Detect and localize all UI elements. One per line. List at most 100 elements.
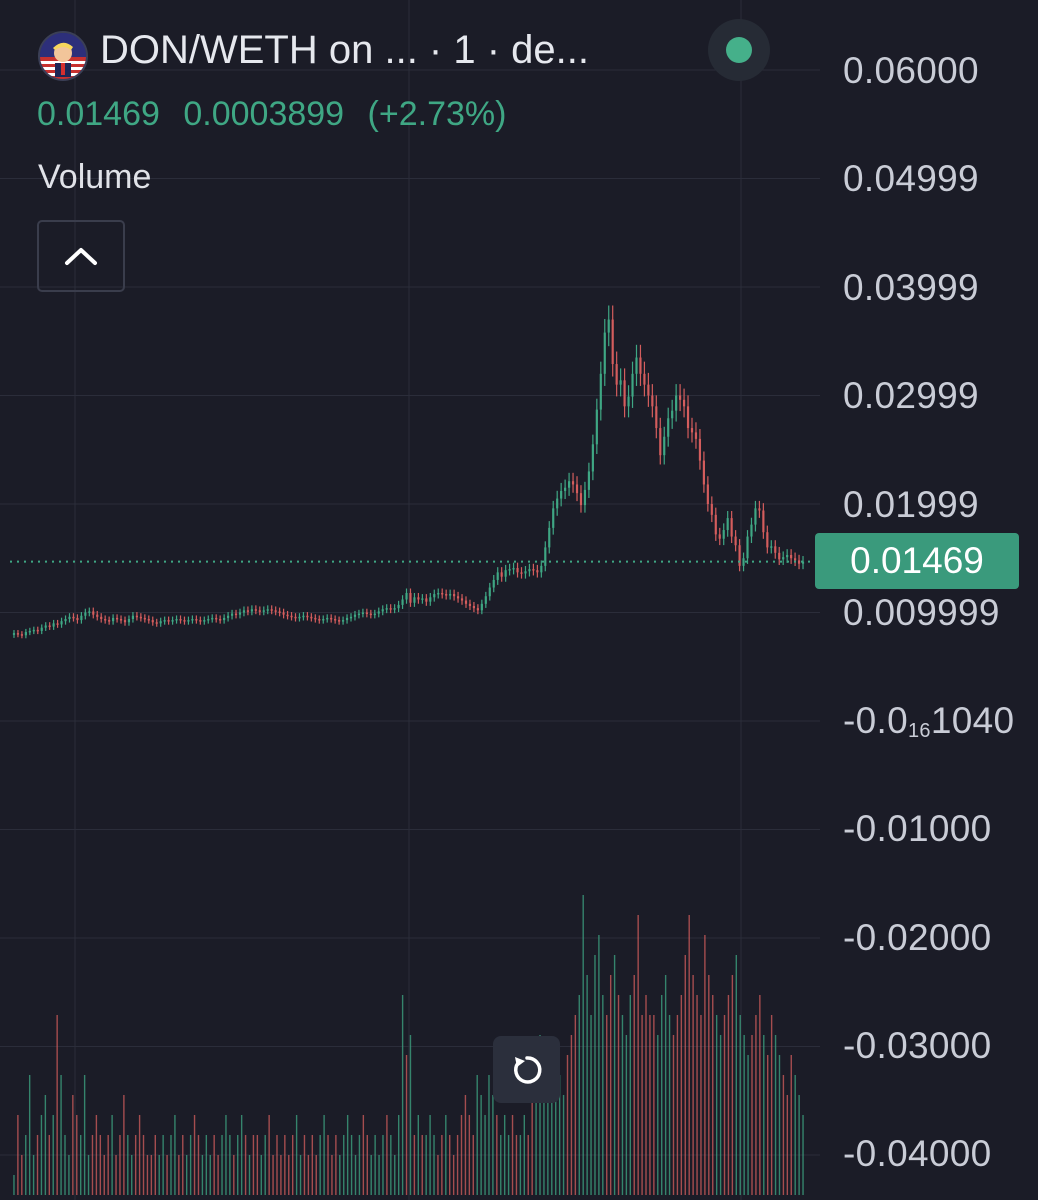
symbol-title[interactable]: DON/WETH on ... · 1 · de... xyxy=(100,28,589,72)
candle-body xyxy=(119,619,123,621)
candle-body xyxy=(710,504,713,515)
candle-body xyxy=(48,625,51,628)
candle-body xyxy=(671,410,674,419)
collapse-indicators-button[interactable] xyxy=(37,220,125,292)
tiny-prefix: -0.0 xyxy=(843,700,908,741)
candle-body xyxy=(254,609,257,611)
candle-body xyxy=(147,619,150,621)
candle-body xyxy=(32,629,35,632)
candle-body xyxy=(219,619,222,621)
candle-body xyxy=(123,620,127,623)
candle-body xyxy=(782,557,785,560)
candle-body xyxy=(508,569,511,571)
candle-body xyxy=(766,532,769,548)
candle-body xyxy=(468,603,472,606)
candle-body xyxy=(714,514,717,535)
candle-body xyxy=(623,380,626,407)
candle-body xyxy=(615,364,618,385)
candle-body xyxy=(131,615,135,620)
candle-body xyxy=(28,630,31,633)
candle-body xyxy=(706,484,709,504)
candle-body xyxy=(349,616,353,619)
candle-body xyxy=(575,484,579,494)
candle-body xyxy=(449,594,452,596)
candle-body xyxy=(548,527,551,548)
reset-chart-button[interactable] xyxy=(493,1036,560,1103)
candle-body xyxy=(68,616,71,620)
candle-body xyxy=(659,428,662,456)
candle-body xyxy=(441,592,444,595)
candle-body xyxy=(187,620,190,622)
candle-body xyxy=(718,534,721,539)
candle-body xyxy=(726,518,729,531)
candle-body xyxy=(651,395,654,407)
candle-body xyxy=(686,406,690,429)
axis-label: 0.009999 xyxy=(843,592,1000,633)
candle-body xyxy=(679,395,682,400)
candle-body xyxy=(377,611,380,614)
candle-body xyxy=(797,560,801,564)
candle-body xyxy=(108,620,111,622)
volume-indicator-label[interactable]: Volume xyxy=(38,158,152,196)
tiny-subscript: 16 xyxy=(907,720,931,742)
candle-body xyxy=(421,598,424,600)
candle-body xyxy=(330,617,333,620)
candle-body xyxy=(682,399,686,407)
candle-body xyxy=(207,619,210,621)
axis-label: -0.01000 xyxy=(843,808,992,849)
candle-body xyxy=(694,432,698,439)
axis-label: 0.01999 xyxy=(843,484,979,525)
candle-body xyxy=(472,605,476,609)
candle-body xyxy=(560,490,563,499)
chevron-up-icon xyxy=(65,248,97,265)
market-status-indicator[interactable] xyxy=(708,19,770,81)
candle-body xyxy=(801,561,805,564)
candle-body xyxy=(234,613,238,616)
candle-body xyxy=(528,569,531,572)
candle-body xyxy=(460,598,464,601)
candle-body xyxy=(104,619,107,621)
candle-body xyxy=(742,558,745,566)
candle-body xyxy=(72,616,75,619)
price-change: 0.0003899 xyxy=(183,95,345,133)
candle-body xyxy=(341,620,345,622)
candle-body xyxy=(393,608,396,610)
candle-body xyxy=(790,554,793,559)
candle-body xyxy=(361,612,364,614)
candle-body xyxy=(179,619,182,621)
candle-body xyxy=(155,622,158,624)
axis-label: 0.02999 xyxy=(843,375,979,416)
candle-body xyxy=(139,616,142,619)
candle-body xyxy=(215,617,218,620)
candle-body xyxy=(619,380,622,385)
candle-body xyxy=(115,617,119,620)
candle-body xyxy=(365,612,368,614)
candle-body xyxy=(127,619,131,623)
candle-body xyxy=(429,597,432,602)
candle-body xyxy=(587,471,590,490)
candle-body xyxy=(500,572,503,577)
candle-body xyxy=(453,594,456,597)
candle-body xyxy=(389,608,392,610)
candle-body xyxy=(159,621,162,624)
candle-body xyxy=(381,609,384,612)
candle-body xyxy=(413,597,416,603)
candle-body xyxy=(322,619,325,621)
candle-body xyxy=(357,613,361,616)
candle-body xyxy=(746,536,749,559)
candle-body xyxy=(286,614,289,617)
candle-body xyxy=(437,592,440,595)
candle-body xyxy=(171,620,174,622)
candle-body xyxy=(80,615,83,621)
candle-body xyxy=(643,373,646,385)
axis-label: -0.02000 xyxy=(843,917,992,958)
candle-body xyxy=(456,596,460,599)
candle-body xyxy=(397,604,400,609)
candle-body xyxy=(571,481,575,485)
current-price-tag: 0.01469 xyxy=(815,533,1019,589)
candle-body xyxy=(242,610,246,613)
candle-body xyxy=(294,616,297,619)
candle-body xyxy=(56,623,59,625)
candle-body xyxy=(302,615,305,618)
